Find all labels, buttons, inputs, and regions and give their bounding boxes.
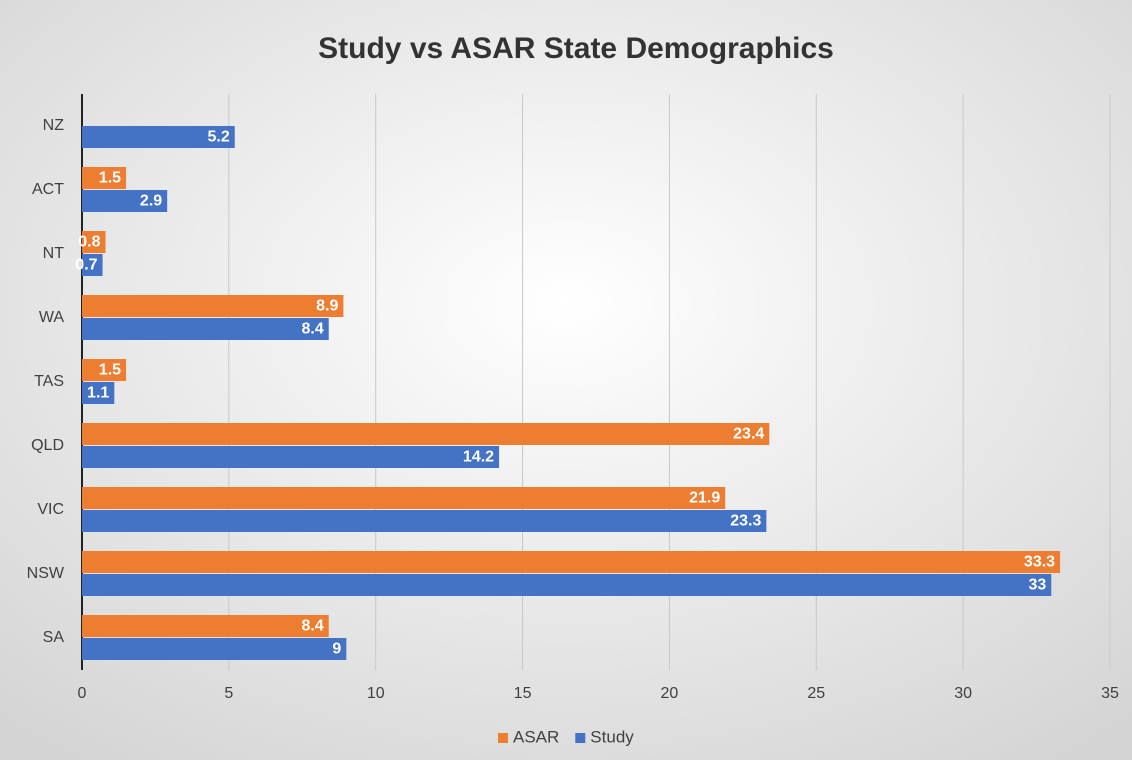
value-label: 23.4	[733, 426, 764, 443]
value-label: 1.1	[87, 385, 109, 402]
y-tick-label: NSW	[27, 565, 65, 582]
value-label: 1.5	[99, 362, 121, 379]
legend-label: ASAR	[513, 727, 559, 746]
value-label: 8.9	[316, 298, 338, 315]
bar	[82, 382, 115, 404]
bar	[82, 638, 347, 660]
chart-title: Study vs ASAR State Demographics	[318, 32, 834, 65]
bar	[82, 574, 1052, 596]
bar	[82, 295, 344, 317]
y-tick-label: NZ	[43, 117, 65, 134]
value-label: 1.5	[99, 170, 121, 187]
x-tick-label: 20	[661, 685, 679, 702]
bar	[82, 190, 168, 212]
x-tick-label: 5	[224, 685, 233, 702]
bar	[82, 167, 127, 189]
bar	[82, 615, 329, 637]
bar	[82, 126, 235, 148]
y-tick-label: TAS	[34, 373, 64, 390]
bar	[82, 359, 127, 381]
legend-label: Study	[590, 727, 634, 746]
x-tick-label: 25	[807, 685, 825, 702]
bar	[82, 487, 726, 509]
value-label: 5.2	[207, 129, 229, 146]
value-label: 14.2	[463, 449, 494, 466]
value-label: 0.7	[75, 257, 97, 274]
y-tick-label: SA	[43, 629, 65, 646]
x-tick-label: 10	[367, 685, 385, 702]
y-tick-label: QLD	[31, 437, 64, 454]
bar	[82, 551, 1061, 573]
x-tick-label: 35	[1101, 685, 1119, 702]
y-tick-label: WA	[39, 309, 65, 326]
value-label: 2.9	[140, 193, 162, 210]
bar	[82, 510, 767, 532]
value-label: 21.9	[689, 490, 720, 507]
value-label: 9	[332, 641, 341, 658]
value-label: 33	[1028, 577, 1046, 594]
value-label: 8.4	[301, 618, 323, 635]
x-tick-label: 30	[954, 685, 972, 702]
y-tick-label: ACT	[32, 181, 64, 198]
y-tick-label: NT	[43, 245, 65, 262]
x-tick-label: 15	[514, 685, 532, 702]
bar	[82, 254, 103, 276]
bar	[82, 423, 770, 445]
bar	[82, 446, 500, 468]
value-label: 23.3	[730, 513, 761, 530]
bar	[82, 318, 329, 340]
y-tick-label: VIC	[37, 501, 64, 518]
bar	[82, 231, 106, 253]
value-label: 0.8	[78, 234, 100, 251]
legend-swatch	[498, 733, 508, 743]
value-label: 8.4	[301, 321, 323, 338]
value-label: 33.3	[1024, 554, 1055, 571]
legend-swatch	[575, 733, 586, 743]
x-tick-label: 0	[78, 685, 87, 702]
